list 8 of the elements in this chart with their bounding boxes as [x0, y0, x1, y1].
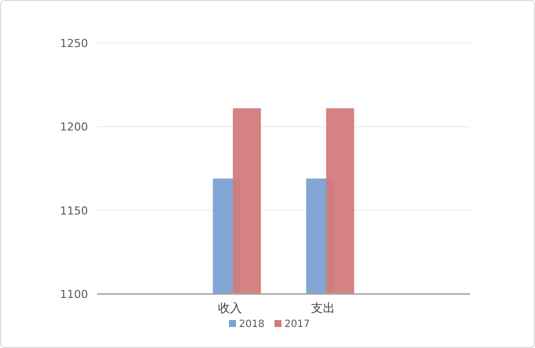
y-tick-label: 1100 [60, 288, 88, 301]
y-tick-label: 1200 [60, 120, 88, 134]
legend-label: 2017 [284, 319, 310, 330]
legend-label: 2018 [239, 319, 264, 330]
x-tick-label: 支出 [311, 301, 336, 315]
y-tick-label: 1250 [60, 37, 88, 50]
y-tick-label: 1150 [60, 204, 88, 218]
x-tick-label: 收入 [218, 301, 242, 315]
